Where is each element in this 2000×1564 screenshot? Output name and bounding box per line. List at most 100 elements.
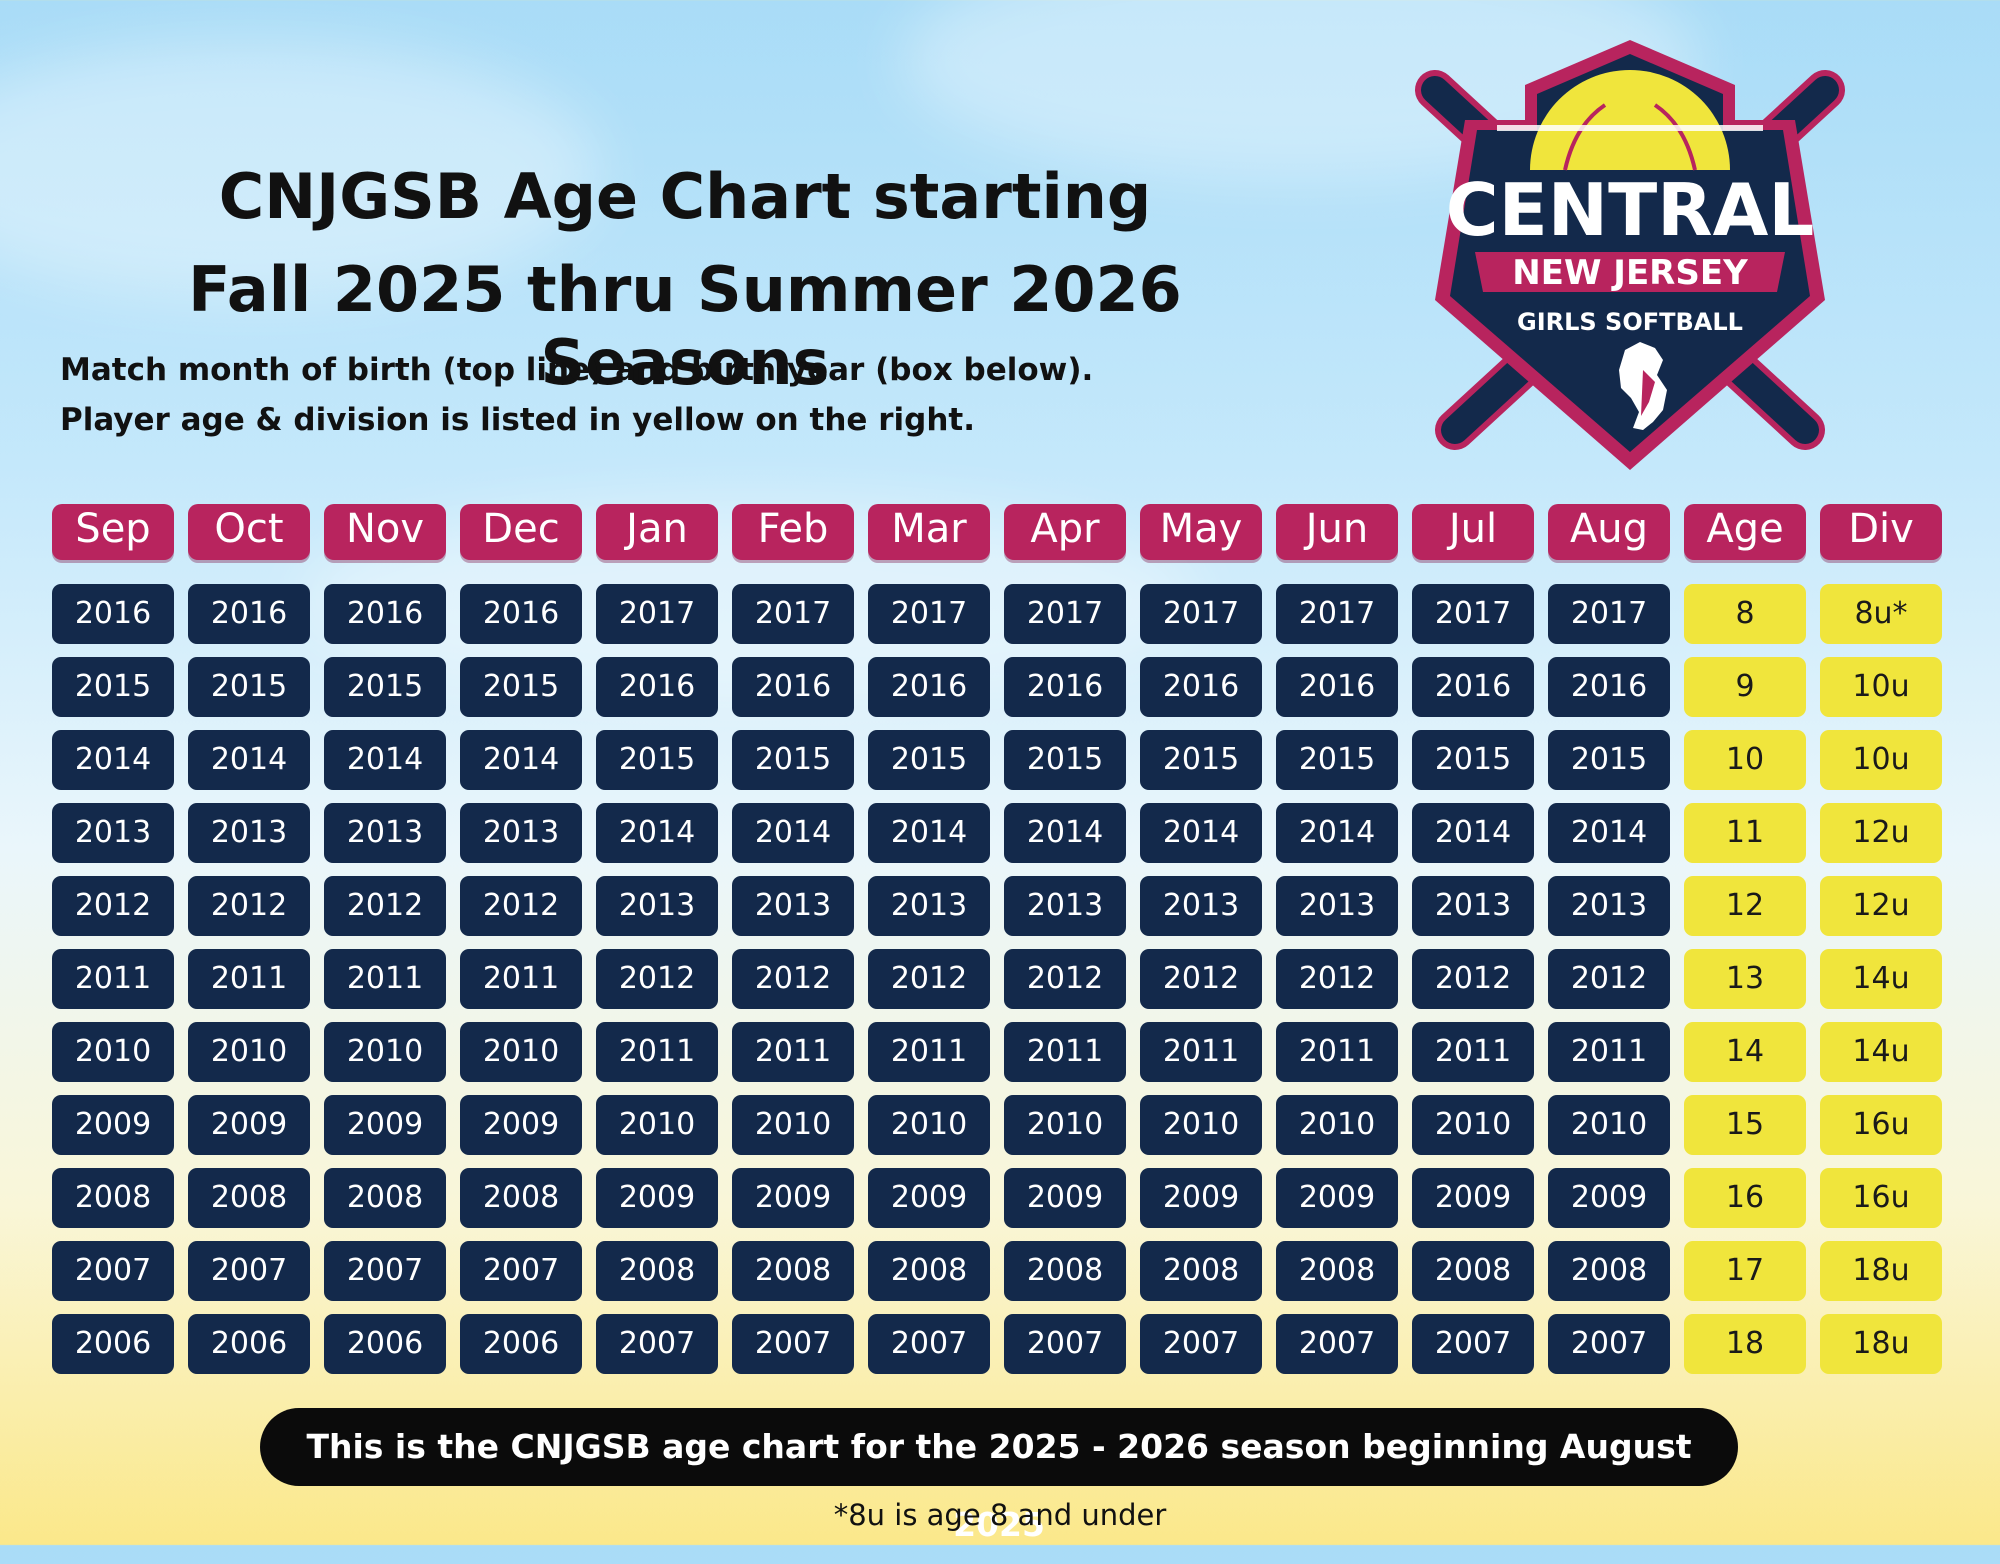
birth-year-cell: 2007 — [52, 1241, 174, 1301]
birth-year-cell: 2017 — [596, 584, 718, 644]
birth-year-cell: 2016 — [1140, 657, 1262, 717]
birth-year-cell: 2015 — [1412, 730, 1534, 790]
birth-year-cell: 2008 — [324, 1168, 446, 1228]
birth-year-cell: 2007 — [188, 1241, 310, 1301]
birth-year-cell: 2010 — [1412, 1095, 1534, 1155]
birth-year-cell: 2007 — [732, 1314, 854, 1374]
birth-year-cell: 2009 — [460, 1095, 582, 1155]
birth-year-cell: 2014 — [732, 803, 854, 863]
birth-year-cell: 2015 — [1140, 730, 1262, 790]
birth-year-cell: 2012 — [52, 876, 174, 936]
birth-year-cell: 2012 — [1140, 949, 1262, 1009]
birth-year-cell: 2011 — [732, 1022, 854, 1082]
birth-year-cell: 2009 — [1548, 1168, 1670, 1228]
division-cell: 16u — [1820, 1095, 1942, 1155]
header-jun: Jun — [1276, 504, 1398, 560]
age-cell: 16 — [1684, 1168, 1806, 1228]
birth-year-cell: 2011 — [324, 949, 446, 1009]
birth-year-cell: 2006 — [324, 1314, 446, 1374]
birth-year-cell: 2017 — [1140, 584, 1262, 644]
birth-year-cell: 2016 — [324, 584, 446, 644]
birth-year-cell: 2016 — [1004, 657, 1126, 717]
birth-year-cell: 2016 — [1548, 657, 1670, 717]
birth-year-cell: 2014 — [1004, 803, 1126, 863]
age-cell: 12 — [1684, 876, 1806, 936]
birth-year-cell: 2013 — [868, 876, 990, 936]
birth-year-cell: 2013 — [1140, 876, 1262, 936]
header-may: May — [1140, 504, 1262, 560]
age-cell: 10 — [1684, 730, 1806, 790]
birth-year-cell: 2010 — [596, 1095, 718, 1155]
birth-year-cell: 2009 — [1004, 1168, 1126, 1228]
softball-icon — [1530, 70, 1730, 171]
birth-year-cell: 2016 — [460, 584, 582, 644]
birth-year-cell: 2016 — [732, 657, 854, 717]
birth-year-cell: 2014 — [52, 730, 174, 790]
birth-year-cell: 2013 — [1548, 876, 1670, 936]
division-cell: 14u — [1820, 949, 1942, 1009]
birth-year-cell: 2008 — [596, 1241, 718, 1301]
birth-year-cell: 2012 — [1412, 949, 1534, 1009]
birth-year-cell: 2014 — [1412, 803, 1534, 863]
birth-year-cell: 2016 — [1276, 657, 1398, 717]
birth-year-cell: 2014 — [1276, 803, 1398, 863]
birth-year-cell: 2006 — [188, 1314, 310, 1374]
division-cell: 16u — [1820, 1168, 1942, 1228]
birth-year-cell: 2009 — [1276, 1168, 1398, 1228]
birth-year-cell: 2008 — [52, 1168, 174, 1228]
header-oct: Oct — [188, 504, 310, 560]
birth-year-cell: 2011 — [1004, 1022, 1126, 1082]
header-jul: Jul — [1412, 504, 1534, 560]
birth-year-cell: 2013 — [324, 803, 446, 863]
birth-year-cell: 2011 — [596, 1022, 718, 1082]
birth-year-cell: 2006 — [52, 1314, 174, 1374]
birth-year-cell: 2010 — [1548, 1095, 1670, 1155]
birth-year-cell: 2014 — [188, 730, 310, 790]
header-age: Age — [1684, 504, 1806, 560]
birth-year-cell: 2010 — [732, 1095, 854, 1155]
age-cell: 18 — [1684, 1314, 1806, 1374]
header-sep: Sep — [52, 504, 174, 560]
birth-year-cell: 2008 — [1276, 1241, 1398, 1301]
birth-year-cell: 2012 — [1548, 949, 1670, 1009]
division-cell: 12u — [1820, 876, 1942, 936]
logo-text-new-jersey: NEW JERSEY — [1512, 253, 1748, 293]
logo-text-central: CENTRAL — [1446, 168, 1814, 252]
birth-year-cell: 2017 — [1412, 584, 1534, 644]
birth-year-cell: 2016 — [52, 584, 174, 644]
birth-year-cell: 2013 — [188, 803, 310, 863]
birth-year-cell: 2011 — [1276, 1022, 1398, 1082]
header-feb: Feb — [732, 504, 854, 560]
birth-year-cell: 2015 — [868, 730, 990, 790]
birth-year-cell: 2009 — [1140, 1168, 1262, 1228]
birth-year-cell: 2008 — [868, 1241, 990, 1301]
birth-year-cell: 2007 — [1276, 1314, 1398, 1374]
birth-year-cell: 2014 — [868, 803, 990, 863]
birth-year-cell: 2011 — [1140, 1022, 1262, 1082]
birth-year-cell: 2017 — [1548, 584, 1670, 644]
birth-year-cell: 2015 — [188, 657, 310, 717]
birth-year-cell: 2011 — [52, 949, 174, 1009]
birth-year-cell: 2017 — [1004, 584, 1126, 644]
birth-year-cell: 2013 — [596, 876, 718, 936]
birth-year-cell: 2010 — [868, 1095, 990, 1155]
birth-year-cell: 2013 — [1004, 876, 1126, 936]
birth-year-cell: 2008 — [1548, 1241, 1670, 1301]
birth-year-cell: 2013 — [1412, 876, 1534, 936]
division-cell: 18u — [1820, 1241, 1942, 1301]
age-cell: 11 — [1684, 803, 1806, 863]
division-cell: 10u — [1820, 657, 1942, 717]
birth-year-cell: 2009 — [324, 1095, 446, 1155]
birth-year-cell: 2009 — [52, 1095, 174, 1155]
birth-year-cell: 2010 — [1004, 1095, 1126, 1155]
age-cell: 13 — [1684, 949, 1806, 1009]
page-title-line2: Fall 2025 thru Summer 2026 Seasons — [188, 253, 1182, 399]
age-cell: 15 — [1684, 1095, 1806, 1155]
birth-year-cell: 2012 — [732, 949, 854, 1009]
birth-year-cell: 2014 — [596, 803, 718, 863]
birth-year-cell: 2013 — [460, 803, 582, 863]
birth-year-cell: 2010 — [52, 1022, 174, 1082]
birth-year-cell: 2010 — [1276, 1095, 1398, 1155]
division-cell: 10u — [1820, 730, 1942, 790]
header-apr: Apr — [1004, 504, 1126, 560]
